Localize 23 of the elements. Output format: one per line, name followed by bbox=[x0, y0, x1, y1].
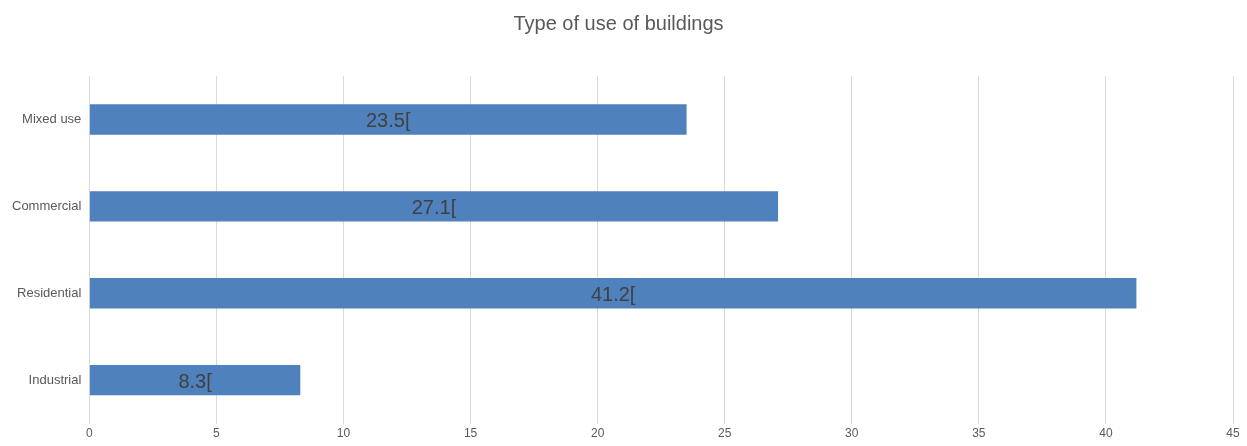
y-tick-label: Mixed use bbox=[22, 111, 82, 127]
bar bbox=[89, 104, 687, 135]
chart-title: Type of use of buildings bbox=[513, 11, 724, 34]
y-tick-label: Residential bbox=[17, 284, 82, 300]
data-label: 41.2[ bbox=[590, 282, 636, 305]
bar bbox=[89, 278, 1137, 309]
bar bbox=[89, 191, 779, 222]
x-tick-label: 45 bbox=[1226, 426, 1240, 441]
data-label: 8.3[ bbox=[178, 369, 213, 392]
y-tick-label: Commercial bbox=[12, 197, 82, 213]
x-tick-label: 5 bbox=[213, 426, 221, 441]
x-tick-label: 30 bbox=[845, 426, 859, 441]
x-tick-label: 35 bbox=[972, 426, 986, 441]
x-tick-label: 25 bbox=[718, 426, 732, 441]
x-tick-label: 40 bbox=[1099, 426, 1113, 441]
data-label: 27.1[ bbox=[411, 195, 457, 218]
x-tick-label: 10 bbox=[336, 426, 351, 441]
x-tick-label: 0 bbox=[86, 426, 93, 441]
y-tick-label: Industrial bbox=[28, 371, 82, 387]
x-tick-label: 15 bbox=[463, 426, 478, 441]
data-label: 23.5[ bbox=[365, 108, 411, 131]
x-tick-label: 20 bbox=[590, 426, 605, 441]
bar bbox=[89, 364, 301, 396]
